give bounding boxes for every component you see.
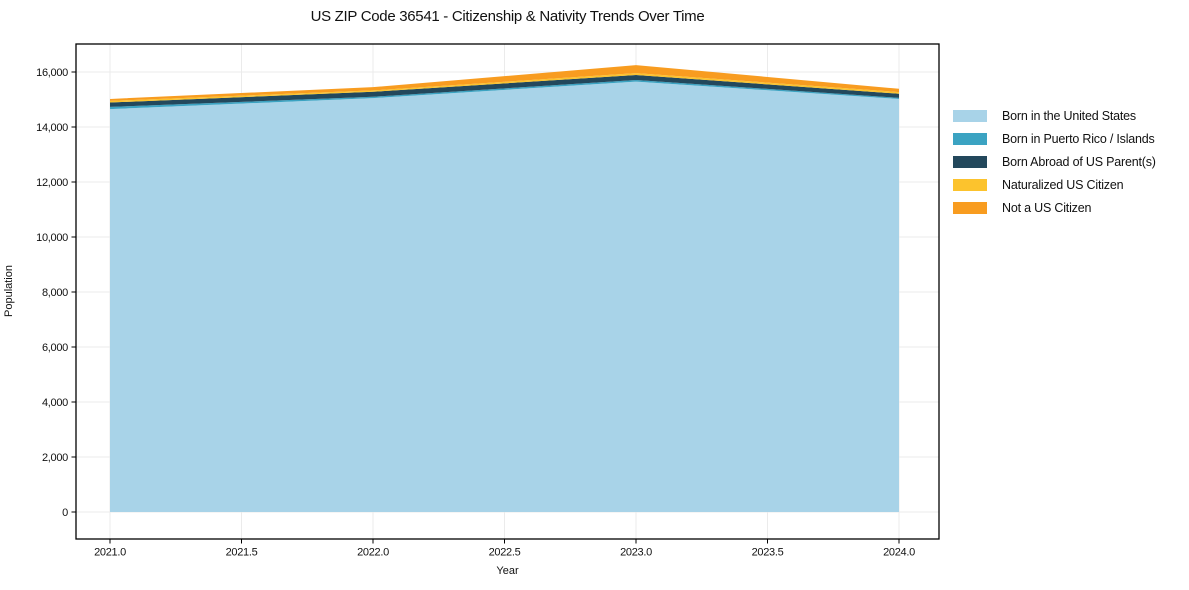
y-tick-label: 2,000 (42, 452, 68, 464)
y-tick-label: 4,000 (42, 397, 68, 409)
legend-label: Born in Puerto Rico / Islands (1002, 131, 1155, 146)
legend-swatch (953, 132, 987, 145)
y-tick-label: 16,000 (36, 67, 68, 79)
x-tick-label: 2022.0 (357, 547, 389, 559)
legend-item: Born in the United States (953, 104, 1156, 127)
legend-label: Not a US Citizen (1002, 200, 1092, 215)
x-tick-label: 2022.5 (489, 547, 521, 559)
legend-swatch (953, 155, 987, 168)
y-tick-label: 14,000 (36, 122, 68, 134)
x-tick-label: 2024.0 (883, 547, 915, 559)
y-tick-label: 0 (62, 507, 68, 519)
x-tick-label: 2023.0 (620, 547, 652, 559)
chart-title: US ZIP Code 36541 - Citizenship & Nativi… (310, 8, 705, 25)
y-tick-label: 10,000 (36, 232, 68, 244)
legend-item: Not a US Citizen (953, 196, 1156, 219)
legend-swatch (953, 109, 987, 122)
legend-label: Born in the United States (1002, 108, 1136, 123)
x-tick-label: 2023.5 (752, 547, 784, 559)
area-series-0 (110, 81, 899, 513)
area-series-4 (110, 65, 899, 101)
legend-label: Naturalized US Citizen (1002, 177, 1124, 192)
x-tick-label: 2021.5 (226, 547, 258, 559)
y-axis-label: Population (3, 265, 15, 317)
y-tick-label: 8,000 (42, 287, 68, 299)
y-tick-label: 6,000 (42, 342, 68, 354)
legend: Born in the United States Born in Puerto … (953, 104, 1156, 219)
legend-item: Born in Puerto Rico / Islands (953, 127, 1156, 150)
legend-swatch (953, 178, 987, 191)
legend-item: Born Abroad of US Parent(s) (953, 150, 1156, 173)
legend-item: Naturalized US Citizen (953, 173, 1156, 196)
area-series-2 (110, 75, 899, 107)
y-tick-label: 12,000 (36, 177, 68, 189)
x-axis-label: Year (496, 565, 519, 577)
legend-swatch (953, 201, 987, 214)
legend-label: Born Abroad of US Parent(s) (1002, 154, 1156, 169)
x-tick-label: 2021.0 (94, 547, 126, 559)
